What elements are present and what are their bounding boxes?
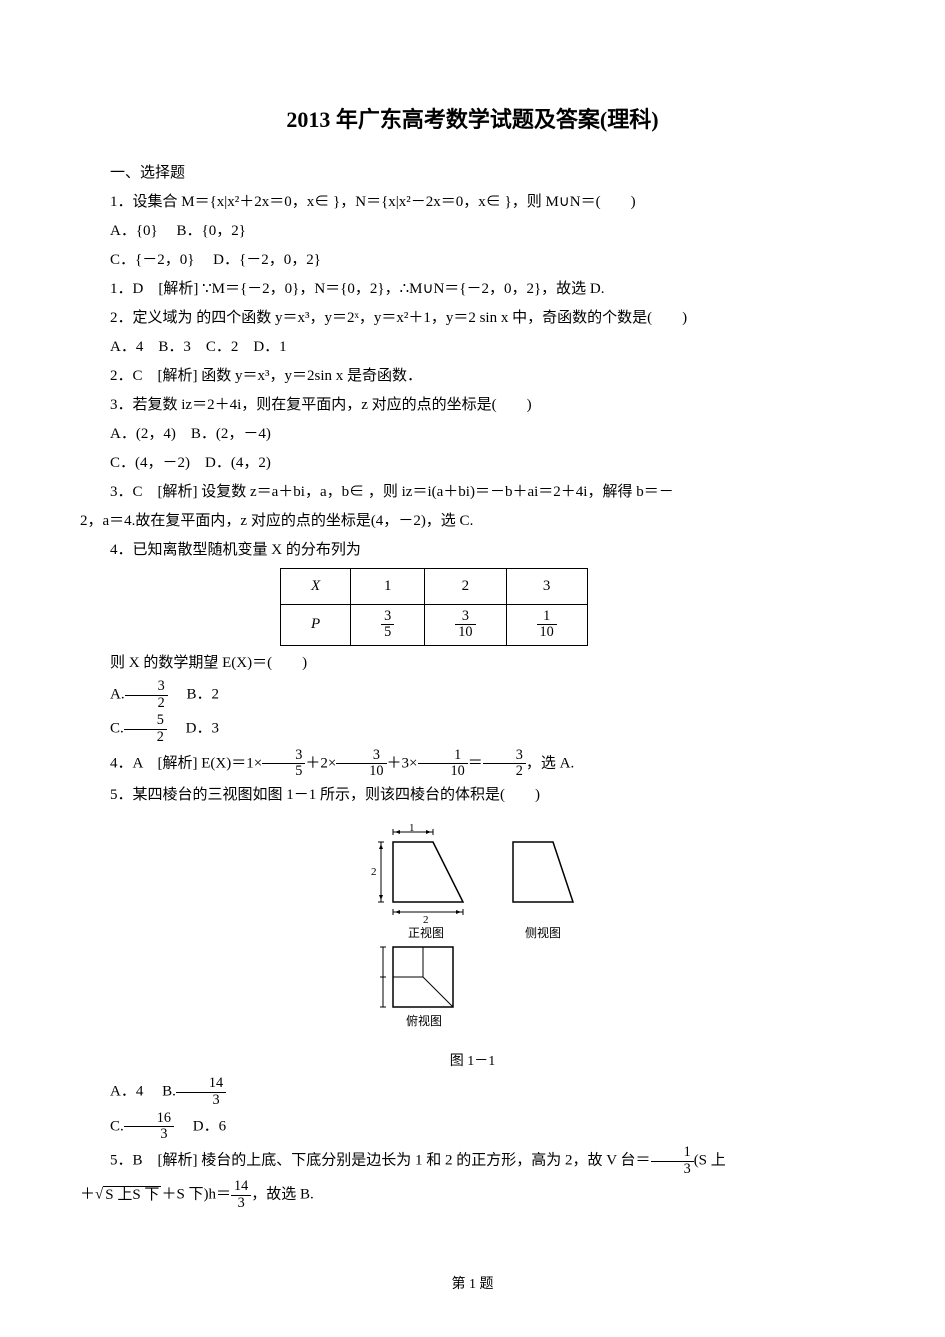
frac-num: 3 — [262, 748, 305, 765]
cell: 2 — [425, 568, 506, 604]
q3-stem: 3．若复数 iz＝2＋4i，则在复平面内，z 对应的点的坐标是( ) — [80, 392, 865, 419]
opt-c: C．{－2，0} — [110, 252, 194, 268]
section-heading: 一、选择题 — [80, 160, 865, 187]
frac-den: 10 — [418, 764, 468, 780]
frac-num: 3 — [336, 748, 386, 765]
frac-den: 5 — [262, 764, 305, 780]
frac-num: 1 — [651, 1145, 694, 1162]
ans-mid: ＝ — [468, 755, 483, 771]
ans-mid: ＋3× — [387, 755, 418, 771]
frac-den: 2 — [124, 730, 167, 746]
frac-num: 3 — [455, 609, 475, 626]
view-label: 正视图 — [408, 925, 444, 940]
ans-l2-pre: ＋ — [80, 1187, 95, 1203]
q5-ans-line2: ＋√S 上S 下＋S 下)h＝143，故选 B. — [80, 1179, 865, 1211]
q1-answer: 1．D [解析] ∵M＝{－2，0}，N＝{0，2}，∴M∪N＝{－2，0，2}… — [80, 276, 865, 303]
head-p: P — [281, 604, 351, 645]
frac-num: 1 — [537, 609, 557, 626]
dim-label: 2 — [423, 914, 429, 926]
q4-stem: 4．已知离散型随机变量 X 的分布列为 — [80, 537, 865, 564]
ans-l2-post: ，故选 B. — [251, 1187, 314, 1203]
q2-stem: 2．定义域为 的四个函数 y＝x³，y＝2ˣ，y＝x²＋1，y＝2 sin x … — [80, 305, 865, 332]
dim-label: 1 — [409, 822, 415, 834]
opt-a: A．{0} — [110, 223, 158, 239]
frac-den: 3 — [124, 1127, 174, 1143]
q1-stem: 1．设集合 M＝{x|x²＋2x＝0，x∈ }，N＝{x|x²－2x＝0，x∈ … — [80, 189, 865, 216]
frac-den: 10 — [455, 625, 475, 641]
cell: 310 — [425, 604, 506, 645]
head-x: X — [281, 568, 351, 604]
frac-num: 3 — [483, 748, 526, 765]
opt-a-pre: A. — [110, 687, 125, 703]
ans-mid: ＋2× — [305, 755, 336, 771]
q1-optAB: A．{0} B．{0，2} — [80, 218, 865, 245]
view-label: 侧视图 — [525, 925, 561, 940]
q2-answer: 2．C [解析] 函数 y＝x³，y＝2sin x 是奇函数． — [80, 363, 865, 390]
q5-ans-line1: 5．B [解析] 棱台的上底、下底分别是边长为 1 和 2 的正方形，高为 2，… — [80, 1145, 865, 1177]
three-view-diagram: 1 2 2 正视图 侧视图 — [343, 817, 603, 1037]
cell: 3 — [506, 568, 587, 604]
q4-post: 则 X 的数学期望 E(X)＝( ) — [80, 650, 865, 677]
cell: 1 — [351, 568, 425, 604]
frac-den: 10 — [336, 764, 386, 780]
q4-optAB: A.32 B．2 — [80, 679, 865, 711]
frac-den: 3 — [231, 1196, 251, 1212]
table-row: P 35 310 110 — [281, 604, 588, 645]
q4-answer: 4．A [解析] E(X)＝1×35＋2×310＋3×110＝32，选 A. — [80, 748, 865, 780]
opt-b-pre: B. — [162, 1084, 176, 1100]
page-title: 2013 年广东高考数学试题及答案(理科) — [80, 100, 865, 140]
q3-ans1: 3．C [解析] 设复数 z＝a＋bi，a，b∈ ，则 iz＝i(a＋bi)＝－… — [80, 479, 865, 506]
opt-b: B．{0，2} — [177, 223, 246, 239]
frac-den: 10 — [537, 625, 557, 641]
view-label: 俯视图 — [406, 1013, 442, 1028]
frac-num: 3 — [125, 679, 168, 696]
q2-opts: A．4 B．3 C．2 D．1 — [80, 334, 865, 361]
q4-optCD: C.52 D．3 — [80, 713, 865, 745]
ans-l2-mid: ＋S 下)h＝ — [161, 1187, 231, 1203]
ans-pre: 5．B [解析] 棱台的上底、下底分别是边长为 1 和 2 的正方形，高为 2，… — [110, 1152, 651, 1168]
opt-c-pre: C. — [110, 1118, 124, 1134]
frac-den: 2 — [125, 696, 168, 712]
opt-d: D．3 — [186, 721, 219, 737]
frac-den: 3 — [651, 1162, 694, 1178]
frac-num: 14 — [176, 1076, 226, 1093]
q5-optAB: A．4 B.143 — [80, 1076, 865, 1108]
figure-caption: 图 1－1 — [80, 1049, 865, 1074]
frac-num: 5 — [124, 713, 167, 730]
opt-d: D．6 — [193, 1118, 226, 1134]
opt-c-pre: C. — [110, 721, 124, 737]
cell: 35 — [351, 604, 425, 645]
opt-a: A．4 — [110, 1084, 143, 1100]
ans-post: ，选 A. — [526, 755, 574, 771]
frac-den: 2 — [483, 764, 526, 780]
frac-den: 3 — [176, 1093, 226, 1109]
sqrt-content: S 上S 下 — [103, 1186, 161, 1203]
figure-1-1: 1 2 2 正视图 侧视图 — [80, 817, 865, 1074]
opt-b: B．2 — [186, 687, 219, 703]
q5-stem: 5．某四棱台的三视图如图 1－1 所示，则该四棱台的体积是( ) — [80, 782, 865, 809]
page-footer: 第 1 题 — [80, 1272, 865, 1297]
q1-optCD: C．{－2，0} D．{－2，0，2} — [80, 247, 865, 274]
q3-ans2: 2，a＝4.故在复平面内，z 对应的点的坐标是(4，－2)，选 C. — [80, 508, 865, 535]
opt-d: D．{－2，0，2} — [213, 252, 321, 268]
ans-post1: (S 上 — [694, 1152, 726, 1168]
cell: 110 — [506, 604, 587, 645]
ans-pre: 4．A [解析] E(X)＝1× — [110, 755, 262, 771]
q3-optAB: A．(2，4) B．(2，－4) — [80, 421, 865, 448]
frac-den: 5 — [381, 625, 394, 641]
dim-label: 2 — [371, 866, 377, 878]
q5-optCD: C.163 D．6 — [80, 1111, 865, 1143]
frac-num: 1 — [418, 748, 468, 765]
table-row: X 1 2 3 — [281, 568, 588, 604]
frac-num: 14 — [231, 1179, 251, 1196]
frac-num: 16 — [124, 1111, 174, 1128]
distribution-table: X 1 2 3 P 35 310 110 — [280, 568, 588, 646]
frac-num: 3 — [381, 609, 394, 626]
q3-optCD: C．(4，－2) D．(4，2) — [80, 450, 865, 477]
